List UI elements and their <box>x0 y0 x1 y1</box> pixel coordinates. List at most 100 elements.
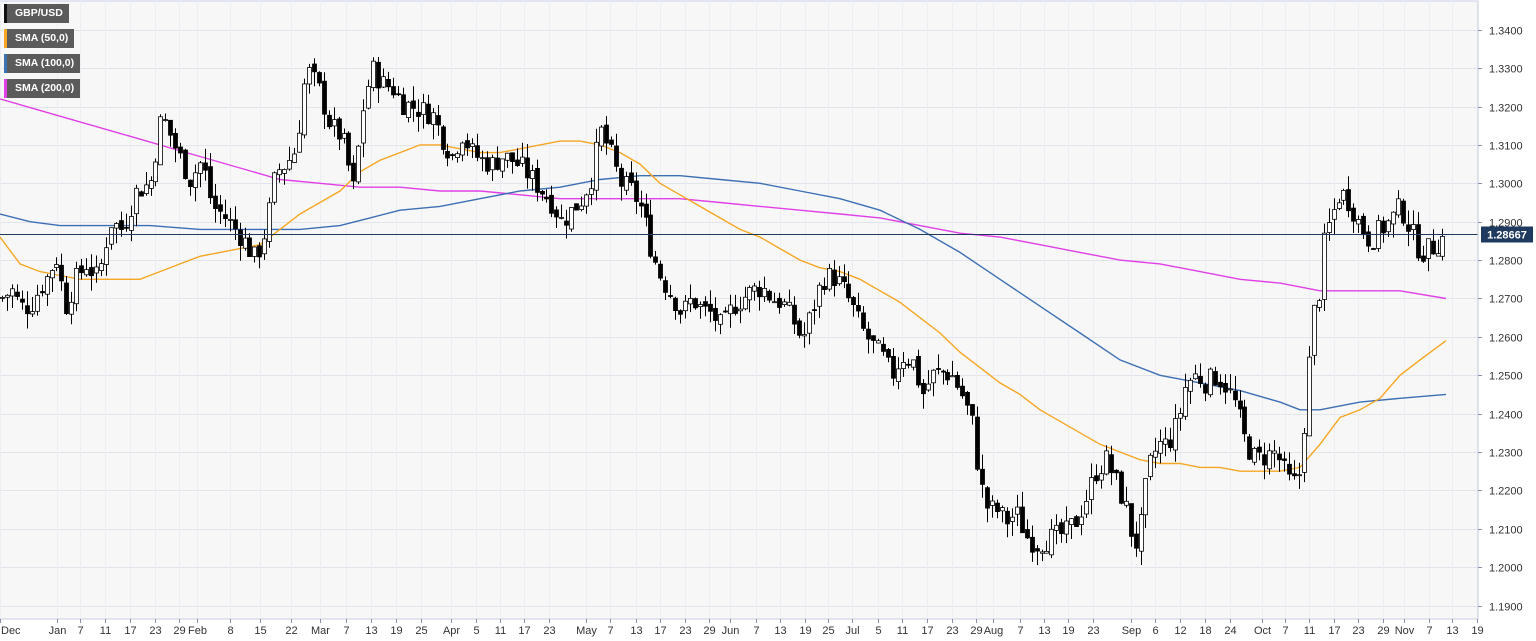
x-tick-label: Dec <box>1 625 21 637</box>
candle-up <box>589 188 594 195</box>
candle-down <box>213 195 218 210</box>
candle-down <box>1366 231 1371 247</box>
candle-up <box>926 383 931 391</box>
candle-down <box>832 269 837 287</box>
legend: GBP/USD SMA (50,0) SMA (100,0) SMA (200,… <box>4 4 81 104</box>
candle-up <box>277 169 282 176</box>
candle-up <box>1302 432 1307 473</box>
candle-up <box>1426 238 1431 259</box>
candle-up <box>807 312 812 334</box>
candle-down <box>1401 200 1406 224</box>
candle-down <box>792 304 797 325</box>
candle-down <box>797 320 802 336</box>
candle-up <box>1411 224 1416 230</box>
x-tick-label: 5 <box>875 625 881 637</box>
candle-down <box>317 72 322 84</box>
candle-down <box>604 124 609 144</box>
candle-down <box>812 309 817 312</box>
candle-up <box>74 267 79 305</box>
candle-up <box>1153 450 1158 458</box>
x-tick-label: 17 <box>921 625 933 637</box>
candle-up <box>287 159 292 170</box>
candle-up <box>134 187 139 215</box>
candle-up <box>1148 454 1153 477</box>
candle-down <box>346 132 351 166</box>
candle-down <box>1287 463 1292 475</box>
candle-up <box>1099 473 1104 481</box>
candle-down <box>733 306 738 314</box>
candle-down <box>59 264 64 282</box>
candle-up <box>738 308 743 312</box>
candle-down <box>1431 240 1436 255</box>
candle-up <box>104 247 109 265</box>
candle-down <box>861 312 866 329</box>
legend-item-sma200[interactable]: SMA (200,0) <box>4 79 81 98</box>
candle-up <box>163 119 168 121</box>
x-tick-label: 13 <box>1038 625 1050 637</box>
candle-up <box>307 67 312 85</box>
candle-down <box>510 152 515 163</box>
x-tick-label: 17 <box>654 625 666 637</box>
candles <box>0 57 1445 566</box>
candle-down <box>1129 503 1134 537</box>
candle-up <box>356 145 361 183</box>
candle-up <box>1312 304 1317 356</box>
x-tick-label: 7 <box>77 625 83 637</box>
candle-down <box>411 100 416 109</box>
x-tick-label: 29 <box>970 625 982 637</box>
candle-up <box>931 369 936 384</box>
candle-down <box>549 194 554 214</box>
candle-up <box>421 102 426 115</box>
x-tick-label: 19 <box>390 625 402 637</box>
x-tick-label: 23 <box>149 625 161 637</box>
candle-down <box>614 145 619 167</box>
candle-down <box>1416 224 1421 259</box>
y-tick-label: 1.1900 <box>1489 602 1523 614</box>
x-tick-label: Apr <box>443 625 460 637</box>
candle-up <box>193 172 198 188</box>
candle-up <box>45 276 50 295</box>
candle-down <box>1421 255 1426 262</box>
candle-down <box>238 229 243 246</box>
legend-item-sma50[interactable]: SMA (50,0) <box>4 29 75 48</box>
legend-item-sma100[interactable]: SMA (100,0) <box>4 54 81 73</box>
candle-up <box>743 296 748 310</box>
candle-up <box>1044 551 1049 554</box>
y-tick-label: 1.2600 <box>1489 333 1523 345</box>
x-tick-label: Jun <box>722 625 740 637</box>
candle-down <box>678 310 683 315</box>
candle-down <box>337 118 342 140</box>
legend-label: SMA (50,0) <box>15 32 69 44</box>
x-tick-label: 23 <box>1087 625 1099 637</box>
last-price-label: 1.28667 <box>1487 230 1527 242</box>
candle-down <box>851 297 856 305</box>
candle-down <box>495 157 500 170</box>
candle-up <box>698 304 703 307</box>
candle-up <box>1015 506 1020 515</box>
candle-up <box>1386 220 1391 233</box>
legend-item-gbpusd[interactable]: GBP/USD <box>4 4 69 23</box>
y-tick-label: 1.3200 <box>1489 103 1523 115</box>
candle-down <box>886 349 891 358</box>
candle-down <box>777 297 782 308</box>
x-tick-label: 25 <box>415 625 427 637</box>
y-tick-label: 1.2700 <box>1489 294 1523 306</box>
x-tick-label: 8 <box>227 625 233 637</box>
candle-down <box>866 328 871 340</box>
y-tick-label: 1.2900 <box>1489 218 1523 230</box>
candle-down <box>644 203 649 218</box>
x-tick-label: Mar <box>311 625 330 637</box>
candle-down <box>64 282 69 315</box>
candle-up <box>1440 235 1445 257</box>
candle-down <box>1059 522 1064 535</box>
candle-up <box>455 153 460 158</box>
candle-down <box>475 145 480 158</box>
candle-down <box>708 303 713 312</box>
candle-down <box>188 179 193 188</box>
candle-down <box>921 382 926 395</box>
candle-down <box>1198 375 1203 384</box>
candle-down <box>1020 506 1025 534</box>
candle-up <box>579 205 584 210</box>
